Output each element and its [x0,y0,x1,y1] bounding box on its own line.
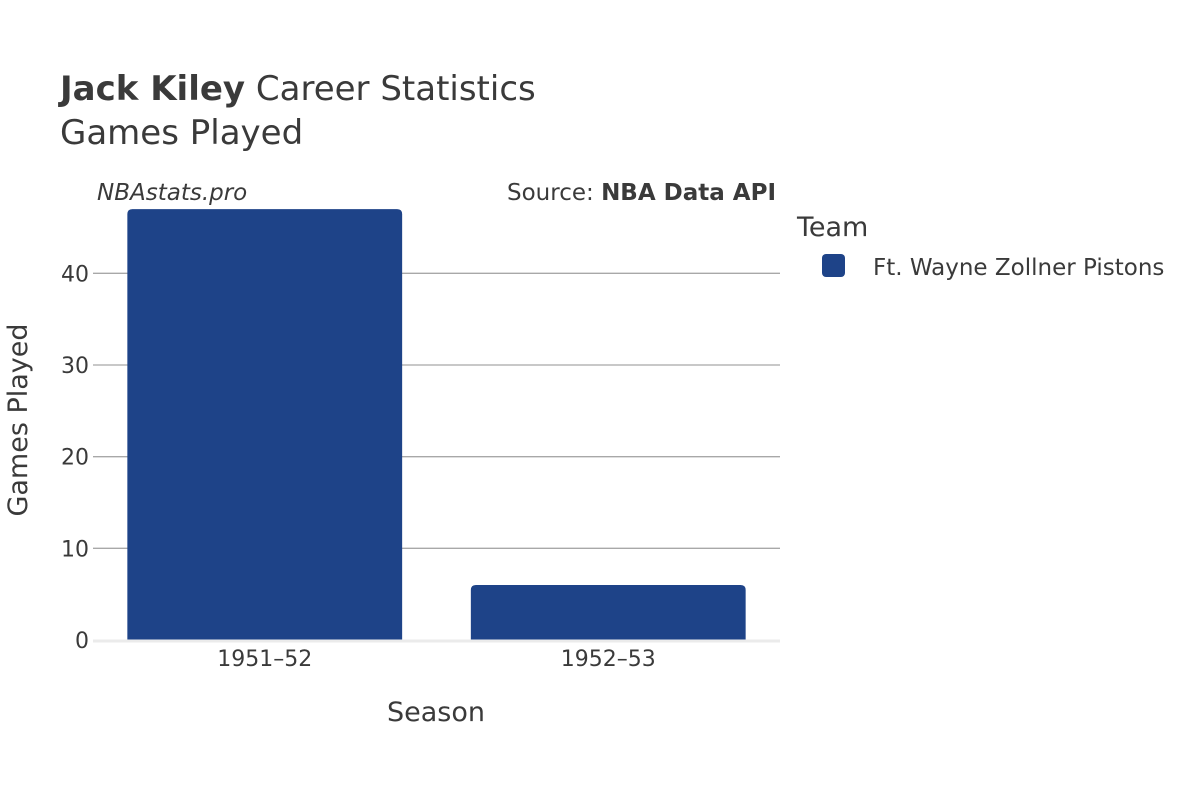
y-axis-ticks: 0 10 20 30 40 [61,262,89,654]
y-tick-label-0: 0 [75,629,89,654]
chart-title-player: Jack Kiley [58,69,245,109]
x-tick-label-1952–53: 1952–53 [561,647,656,672]
chart-title-rest: Career Statistics [245,69,536,109]
chart-title: Jack Kiley Career Statistics [58,69,536,109]
source-name: NBA Data API [601,180,776,206]
y-tick-label-10: 10 [61,537,89,562]
x-axis-title: Season [387,697,485,728]
y-tick-label-30: 30 [61,354,89,379]
legend-swatch-pistons[interactable] [822,254,845,277]
x-axis-ticks: 1951–52 1952–53 [217,647,655,672]
site-credit: NBAstats.pro [97,180,247,206]
source-credit: Source: NBA Data API [507,180,776,206]
chart-subtitle: Games Played [60,113,303,153]
bars [127,209,746,640]
y-axis-title: Games Played [3,323,34,516]
x-tick-label-1951–52: 1951–52 [217,647,312,672]
y-tick-label-40: 40 [61,262,89,287]
legend-label-pistons[interactable]: Ft. Wayne Zollner Pistons [873,255,1164,281]
source-prefix: Source: [507,180,601,206]
y-tick-label-20: 20 [61,446,89,471]
legend-title: Team [796,212,868,243]
bar-1951–52[interactable] [127,209,403,640]
bar-1952–53[interactable] [470,585,746,640]
